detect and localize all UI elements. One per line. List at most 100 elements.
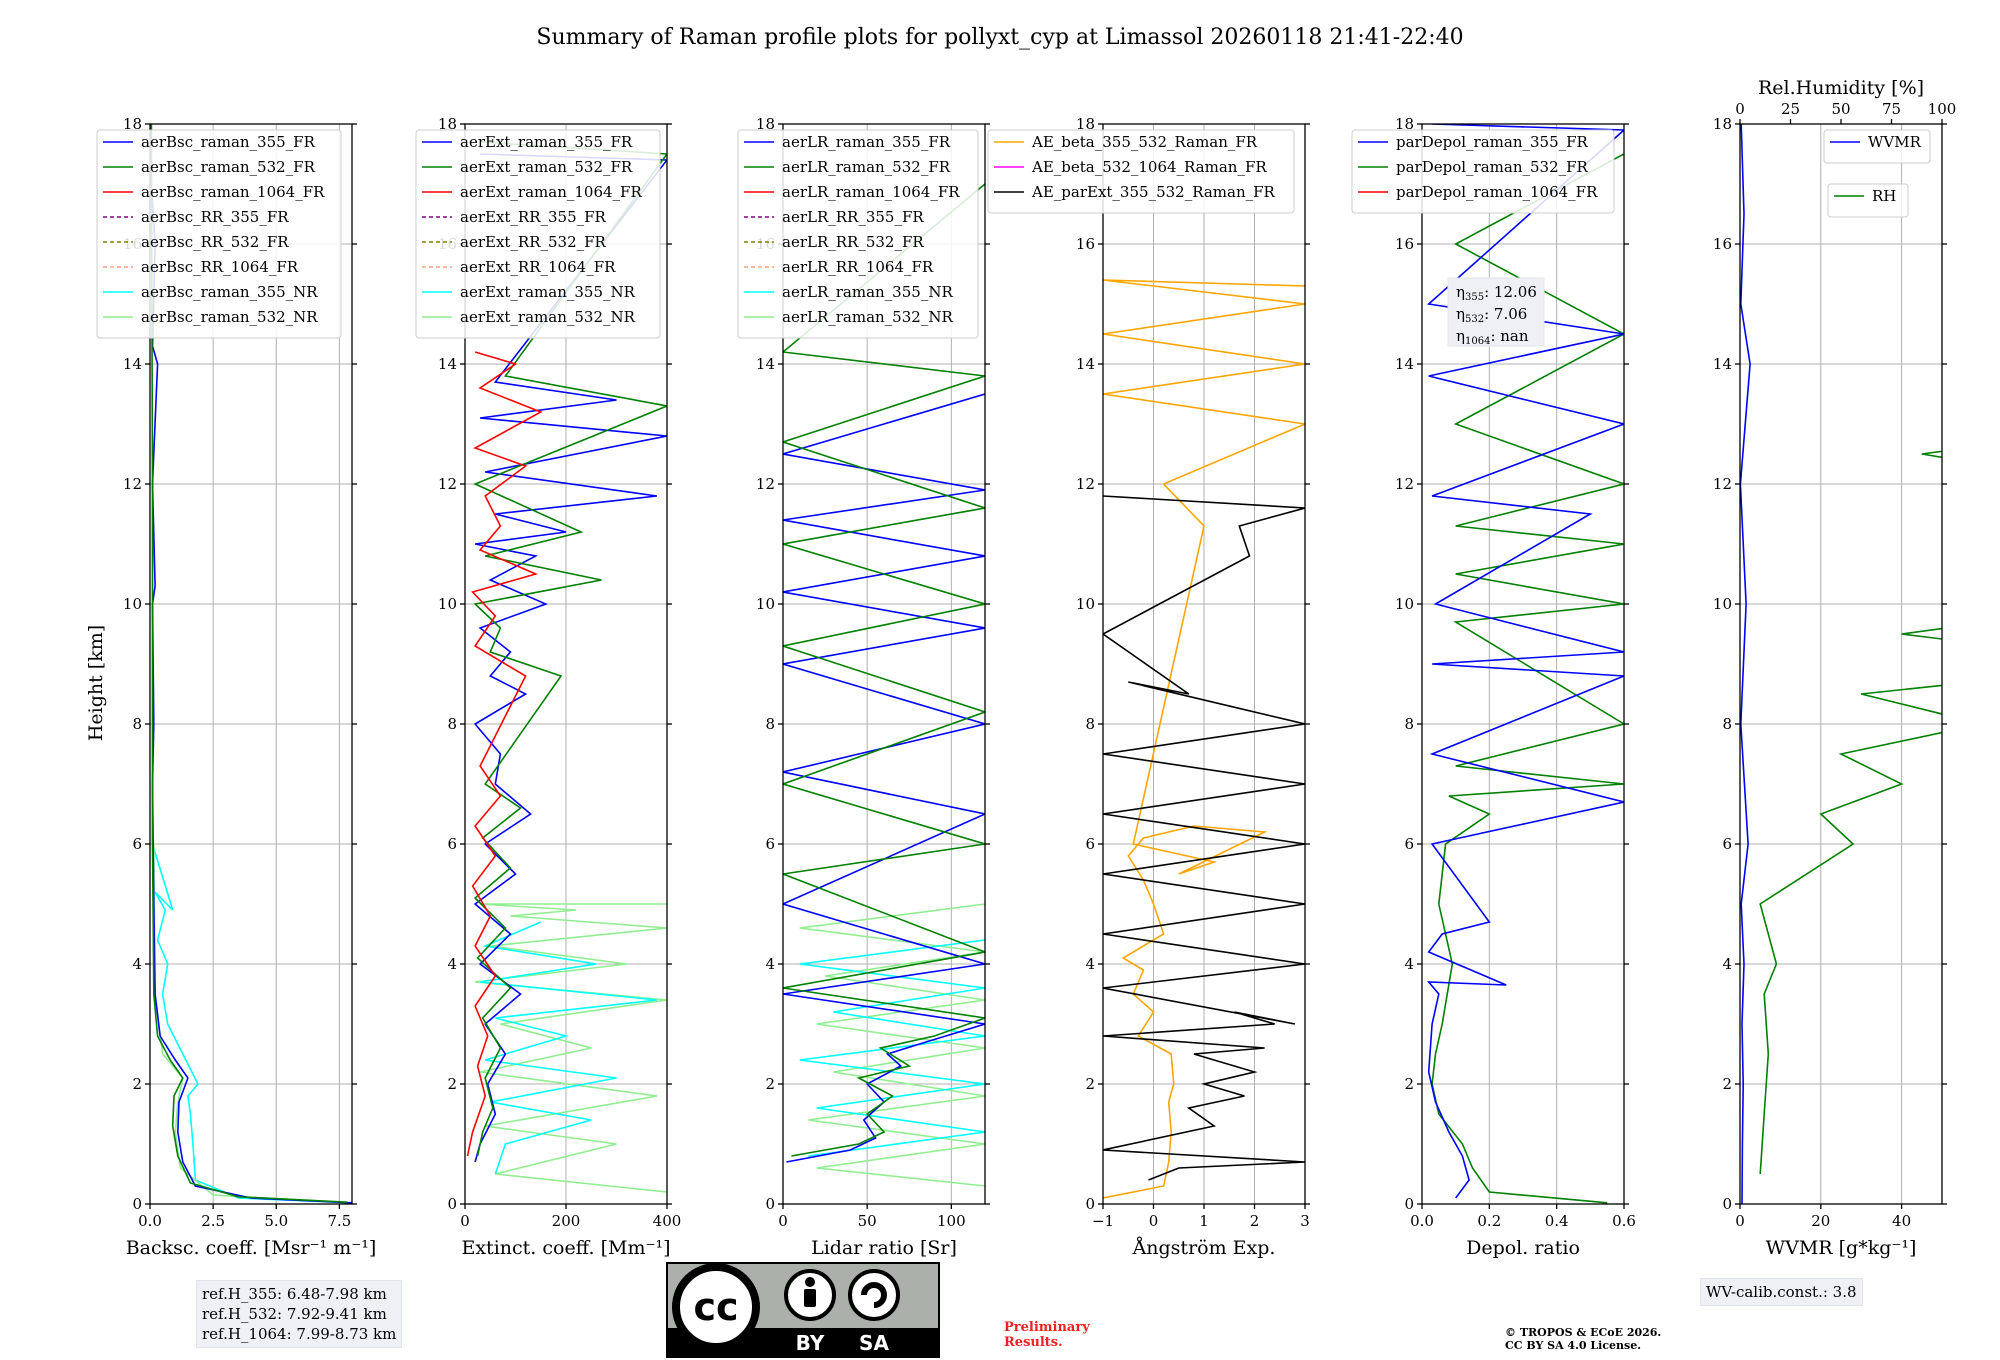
eta-532: η532: 7.06: [1456, 305, 1527, 325]
ytick-label: 16: [1076, 235, 1095, 253]
top-xtick-label: 100: [1928, 100, 1957, 118]
ytick-label: 6: [447, 835, 457, 853]
xtick-label: 100: [937, 1212, 966, 1230]
ytick-label: 4: [447, 955, 457, 973]
panel-lr: 024681012141618050100Lidar ratio [Sr]aer…: [737, 115, 990, 1259]
axes-frame: [149, 123, 353, 1205]
legend-label: aerExt_raman_1064_FR: [460, 183, 642, 201]
ytick-label: 2: [1404, 1075, 1414, 1093]
legend-label: aerLR_raman_355_NR: [782, 283, 953, 301]
x-axis-label: Lidar ratio [Sr]: [811, 1237, 957, 1259]
ytick-label: 8: [132, 715, 142, 733]
xtick-label: 0: [778, 1212, 788, 1230]
series-aerExt_raman_532_FR: [473, 141, 667, 1157]
series-AE_parExt_355_532_Raman_FR: [1103, 495, 1305, 1181]
preliminary-note: Preliminary Results.: [1004, 1320, 1090, 1350]
xtick-label: 0: [1149, 1212, 1159, 1230]
top-xtick-label: 50: [1831, 100, 1850, 118]
ytick-label: 18: [1395, 115, 1414, 133]
ytick-label: 8: [765, 715, 775, 733]
legend-label: RH: [1872, 187, 1896, 205]
ytick-label: 8: [1404, 715, 1414, 733]
cc-logo-icon: [672, 1263, 760, 1351]
preliminary-line-2: Results.: [1004, 1335, 1063, 1350]
series-AE_beta_355_532_Raman_FR: [1103, 279, 1305, 1199]
ytick-label: 6: [1404, 835, 1414, 853]
copyright-note: © TROPOS & ECoE 2026. CC BY SA 4.0 Licen…: [1505, 1326, 1661, 1352]
copyright-line-1: © TROPOS & ECoE 2026.: [1505, 1326, 1662, 1339]
ytick-label: 10: [438, 595, 457, 613]
ytick-label: 14: [1395, 355, 1414, 373]
ytick-label: 4: [765, 955, 775, 973]
eta-355: η355: 12.06: [1456, 283, 1537, 303]
series-aerExt_raman_532_NR: [475, 903, 667, 1193]
eta-1064: η1064: nan: [1456, 327, 1529, 347]
series-parDepol_raman_532_FR: [1431, 153, 1624, 1204]
ref-h-355: ref.H_355: 6.48-7.98 km: [202, 1285, 387, 1303]
ytick-label: 16: [1713, 235, 1732, 253]
legend: RH: [1827, 183, 1909, 218]
x-axis-label: Depol. ratio: [1466, 1237, 1580, 1259]
ytick-label: 16: [1395, 235, 1414, 253]
ytick-label: 0: [1722, 1195, 1732, 1213]
ytick-label: 14: [1713, 355, 1732, 373]
series-aerBsc_raman_355_NR: [151, 784, 352, 1204]
ytick-label: 0: [1404, 1195, 1414, 1213]
x-axis-label: Ångström Exp.: [1132, 1237, 1276, 1259]
ytick-label: 12: [1076, 475, 1095, 493]
series-aerExt_raman_355_NR: [479, 921, 657, 1175]
legend-label: aerExt_RR_355_FR: [460, 208, 607, 226]
series-aerBsc_raman_532_NR: [153, 843, 340, 1203]
legend-label: aerLR_RR_532_FR: [782, 233, 924, 251]
figure-title: Summary of Raman profile plots for polly…: [536, 25, 1463, 50]
y-axis-label: Height [km]: [85, 625, 107, 741]
ytick-label: 2: [1085, 1075, 1095, 1093]
ytick-label: 2: [1722, 1075, 1732, 1093]
legend-label: aerExt_RR_1064_FR: [460, 258, 616, 276]
legend-label: aerLR_RR_1064_FR: [782, 258, 934, 276]
legend-label: aerExt_raman_355_NR: [460, 283, 636, 301]
legend-label: AE_parExt_355_532_Raman_FR: [1031, 183, 1276, 201]
ytick-label: 12: [1713, 475, 1732, 493]
xtick-label: 40: [1892, 1212, 1911, 1230]
legend-label: aerExt_raman_532_FR: [460, 158, 633, 176]
x-axis-label: WVMR [g*kg⁻¹]: [1766, 1237, 1917, 1259]
ytick-label: 12: [1395, 475, 1414, 493]
axes-frame: [782, 123, 986, 1205]
legend: parDepol_raman_355_FR parDepol_raman_532_…: [1351, 129, 1615, 214]
ytick-label: 14: [438, 355, 457, 373]
share-alike-icon: [848, 1269, 900, 1321]
xtick-label: 200: [552, 1212, 581, 1230]
panel-ext: 0246810121416180200400Extinct. coeff. [M…: [415, 115, 681, 1259]
legend-label: aerExt_RR_532_FR: [460, 233, 607, 251]
x-axis-label: Backsc. coeff. [Msr⁻¹ m⁻¹]: [126, 1237, 377, 1259]
series-WVMR: [1740, 124, 1751, 1204]
reference-height-box: ref.H_355: 6.48-7.98 km ref.H_532: 7.92-…: [196, 1280, 403, 1348]
legend-label: aerExt_raman_532_NR: [460, 308, 636, 326]
ytick-label: 18: [123, 115, 142, 133]
ytick-label: 14: [123, 355, 142, 373]
legend-label: parDepol_raman_1064_FR: [1396, 183, 1598, 201]
ytick-label: 4: [1722, 955, 1732, 973]
ytick-label: 6: [132, 835, 142, 853]
xtick-label: −1: [1092, 1212, 1114, 1230]
cc-by-sa-badge: cc BY SA: [666, 1262, 940, 1358]
series-aerLR_raman_355_NR: [799, 939, 985, 1157]
xtick-label: 50: [858, 1212, 877, 1230]
legend: WVMR: [1823, 129, 1931, 164]
legend: AE_beta_355_532_Raman_FR AE_beta_532_1064…: [987, 129, 1295, 214]
top-xtick-label: 25: [1781, 100, 1800, 118]
ytick-label: 0: [447, 1195, 457, 1213]
ytick-label: 10: [123, 595, 142, 613]
top-xtick-label: 0: [1735, 100, 1745, 118]
xtick-label: 0: [460, 1212, 470, 1230]
legend-label: aerBsc_raman_355_NR: [141, 283, 318, 301]
xtick-label: 0.0: [1410, 1212, 1434, 1230]
ytick-label: 2: [765, 1075, 775, 1093]
top-xtick-label: 75: [1882, 100, 1901, 118]
xtick-label: 5.0: [264, 1212, 288, 1230]
ytick-label: 10: [1395, 595, 1414, 613]
